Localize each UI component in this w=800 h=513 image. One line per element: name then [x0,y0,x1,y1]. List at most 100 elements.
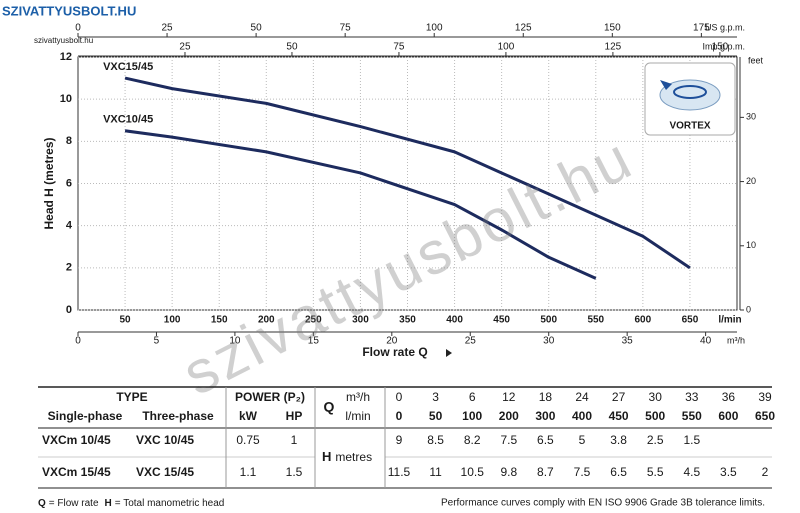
axis-unit: feet [748,55,764,65]
table-cell: 300 [535,409,555,423]
table-cell: 11.5 [388,465,411,479]
table-cell: 1.5 [286,465,303,479]
table-cell: 18 [539,390,553,404]
table-header: Q [324,399,335,415]
y-axis-label: Head H (metres) [42,137,56,229]
table-cell: 100 [462,409,482,423]
series-label: VXC15/45 [103,61,153,73]
axis-tick-label: 150 [712,42,729,53]
table-cell: 1.5 [683,433,700,447]
table-cell: 0 [396,409,403,423]
x-tick-label: 100 [164,315,181,326]
axis-tick-label: 25 [465,336,477,347]
legend-symbol: H [105,498,112,509]
h-symbol: H [322,449,331,464]
x-tick-label: 150 [211,315,228,326]
table-cell: 3.5 [720,465,737,479]
table-cell: 27 [612,390,626,404]
table-cell: 0.75 [236,433,260,447]
table-cell: 650 [755,409,775,423]
x-tick-label: 600 [635,315,652,326]
table-cell: 200 [499,409,519,423]
table-cell: 500 [645,409,665,423]
table-cell: VXC 10/45 [136,433,194,447]
table-header: HP [286,409,303,423]
table-header: Single-phase [48,409,123,423]
legend-symbol: Q [38,498,46,509]
axis-tick-label: 20 [386,336,398,347]
table-cell: 9.8 [500,465,517,479]
y-tick-label: 6 [66,177,72,189]
table-cell: 2 [762,465,769,479]
table-header: m³/h [346,390,370,404]
table-cell: 550 [682,409,702,423]
table-cell: 3.8 [610,433,627,447]
table-cell: 9 [396,433,403,447]
badge-icon [660,80,672,90]
table-cell: 7.5 [500,433,517,447]
table-cell: 50 [429,409,443,423]
x-tick-label: 50 [120,315,132,326]
table-cell: 6 [469,390,476,404]
y-tick-label: 8 [66,135,72,147]
axis-tick-label: 25 [161,23,173,34]
table-cell: VXCm 10/45 [42,433,111,447]
y-tick-label: 4 [66,220,73,232]
axis-tick-label: 50 [251,23,263,34]
table-cell: 400 [572,409,592,423]
x-unit: l/min [718,315,741,326]
y-tick-label: 0 [66,304,72,316]
y-tick-label: 2 [66,262,72,274]
table-cell: 7.5 [574,465,591,479]
axis-tick-label: 0 [75,23,81,34]
table-cell: 6.5 [537,433,554,447]
x-tick-label: 400 [446,315,463,326]
x-tick-label: 450 [493,315,510,326]
x-tick-label: 300 [352,315,369,326]
table-header: TYPE [116,390,147,404]
x-tick-label: 650 [682,315,699,326]
arrow [446,349,452,357]
axis-unit: US g.p.m. [705,22,745,32]
table-header: POWER (P₂) [235,390,305,404]
table-cell: 1 [291,433,298,447]
table-cell: 2.5 [647,433,664,447]
table-cell: 5 [579,433,586,447]
table-cell: 36 [722,390,736,404]
badge-icon [659,79,721,111]
legend-text: = Flow rate [49,498,99,509]
axis-tick-label: 40 [700,336,712,347]
axis-tick-label: 0 [75,336,81,347]
axis-tick-label: 10 [746,240,756,250]
axis-tick-label: 75 [393,42,405,53]
axis-tick-label: 30 [543,336,555,347]
badge-label: VORTEX [669,121,710,132]
y-tick-label: 10 [60,93,72,105]
table-cell: 3 [432,390,439,404]
axis-tick-label: 0 [746,304,751,314]
table-cell: 600 [718,409,738,423]
table-cell: 1.1 [240,465,257,479]
footer-note: Performance curves comply with EN ISO 99… [441,498,765,509]
table-cell: VXC 15/45 [136,465,194,479]
y-tick-label: 12 [60,51,72,63]
table-cell: 8.5 [427,433,444,447]
axis-tick-label: 75 [340,23,352,34]
axis-unit: Imp g.p.m. [702,41,745,51]
table-cell: 12 [502,390,516,404]
table-cell: 450 [609,409,629,423]
axis-tick-label: 125 [605,42,622,53]
table-header: l/min [345,409,370,423]
x-tick-label: 250 [305,315,322,326]
axis-tick-label: 15 [308,336,320,347]
table-cell: 39 [758,390,772,404]
curve [124,76,691,270]
table-cell: 0 [396,390,403,404]
table-cell: 10.5 [461,465,485,479]
axis-tick-label: 125 [515,23,532,34]
series-label: VXC10/45 [103,114,153,126]
brand-name: SZIVATTYUSBOLT.HU [2,3,136,18]
h-unit: metres [335,450,372,464]
